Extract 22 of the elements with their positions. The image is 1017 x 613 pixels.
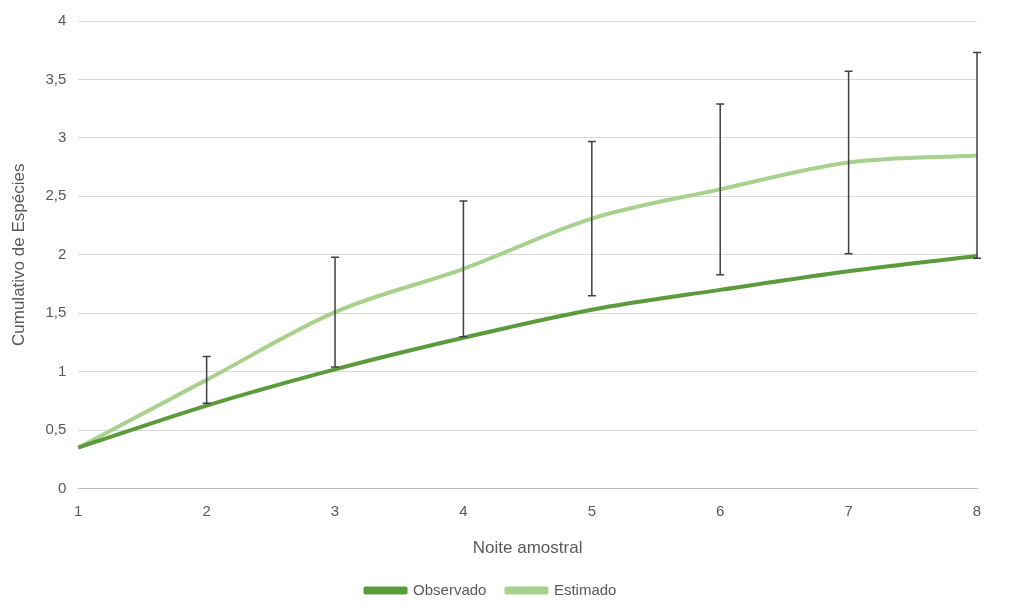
- x-tick-label: 5: [587, 501, 596, 519]
- y-tick-label: 1: [57, 361, 67, 379]
- y-tick-label: 3,5: [45, 69, 67, 87]
- y-tick-label: 1,5: [45, 303, 67, 321]
- x-tick-label: 1: [74, 501, 83, 519]
- y-tick-label: 0,5: [45, 420, 67, 438]
- y-tick-label: 2: [57, 244, 67, 262]
- y-tick-label: 2,5: [45, 186, 67, 204]
- x-tick-label: 4: [459, 501, 468, 519]
- x-tick-label: 2: [202, 501, 211, 519]
- line-series: [76, 253, 979, 450]
- x-tick-label: 7: [844, 501, 853, 519]
- y-tick-label: 0: [57, 478, 67, 496]
- x-tick-label: 6: [716, 501, 725, 519]
- legend-label: Observado: [413, 580, 487, 598]
- y-tick-label: 3: [57, 128, 67, 146]
- x-tick-label: 3: [330, 501, 340, 519]
- x-axis-title: Noite amostral: [472, 538, 583, 558]
- y-tick-label: 4: [57, 11, 67, 29]
- legend-label: Estimado: [553, 580, 617, 598]
- x-tick-label: 8: [972, 501, 982, 519]
- y-axis-title: Cumulativo de Espécies: [8, 163, 28, 346]
